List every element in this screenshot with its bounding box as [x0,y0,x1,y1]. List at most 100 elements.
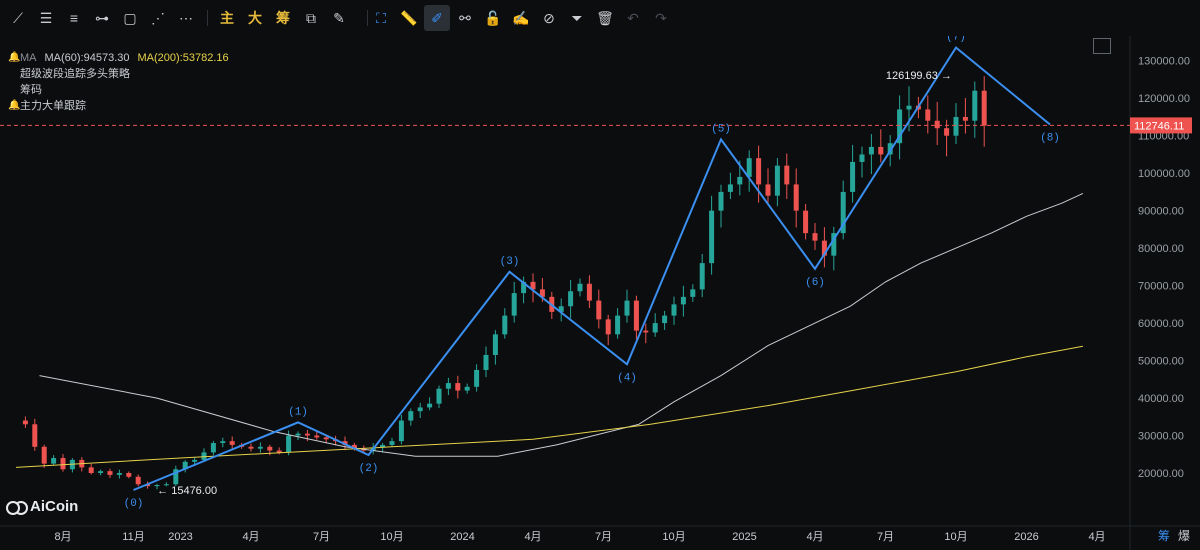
hide-icon[interactable]: ⊘ [543,9,555,26]
fullscreen-icon[interactable] [1093,38,1111,54]
candles [22,76,987,490]
toolbar: ⟋ ☰ ≡ ⊶ ▢ ⋰ ⋯ 主大筹 ⧉ ✎ ⛶ 📏 ✐ ⚯ 🔓 ✍ ⊘ ⏷ 🗑 ↶ ↷ [0,0,1200,36]
candle-body [784,165,790,185]
candle-body [934,120,940,129]
x-tick-label: 2026 [1014,531,1038,543]
candle-body [88,467,94,474]
candle-body [455,383,461,391]
link-icon[interactable]: ⚯ [459,9,471,26]
candle-body [803,210,809,234]
candle-body [51,458,57,464]
candle-body [163,484,169,486]
magnet-icon[interactable]: ⛶ [376,9,386,26]
candle-body [812,233,818,241]
candle-body [699,263,705,290]
redo-icon[interactable]: ↷ [655,9,667,26]
horizontal-lines-icon[interactable]: ☰ [39,9,53,26]
indicator-legend: 🔔 MA MA(60):94573.30 MA(200):53782.16 超级… [8,50,229,114]
rectangle-icon[interactable]: ▢ [123,9,137,26]
burst-footer-button[interactable]: 爆 [1178,529,1191,543]
lock-icon[interactable]: 🔓 [484,9,502,26]
y-tick-label: 70000.00 [1138,281,1184,293]
main-indicator-button[interactable]: 主 [220,10,234,26]
low-price-label: ← 15476.00 [157,485,217,497]
x-tick-label: 4月 [1088,531,1105,543]
x-tick-label: 7月 [595,531,612,543]
x-tick-label: 4月 [806,531,823,543]
candle-body [436,388,442,404]
candle-body [257,446,263,449]
candle-body [821,240,827,256]
undo-icon[interactable]: ↶ [627,9,639,26]
ma-label: MA [20,52,37,64]
y-tick-label: 50000.00 [1138,356,1184,368]
candle-body [887,143,893,155]
ma200-line [15,345,1083,468]
price-chart[interactable]: 20000.00 30000.00 40000.00 50000.00 60000.00… [0,36,1200,550]
bell-icon[interactable]: 🔔 [8,100,21,111]
wave-label: (2) [359,463,379,475]
candle-body [746,158,752,177]
candle-body [192,459,198,462]
candle-body [483,354,489,370]
candle-body [774,165,780,196]
big-order-row[interactable]: 🔔 主力大单跟踪 [8,98,229,114]
big-order-button[interactable]: 大 [248,10,262,26]
candle-body [662,315,668,324]
candle-body [267,446,273,451]
ma-legend-row: 🔔 MA MA(60):94573.30 MA(200):53782.16 [8,50,229,66]
candle-body [944,128,950,136]
chips-footer-button[interactable]: 筹 [1158,529,1171,543]
x-tick-label: 10月 [662,531,685,543]
candle-body [671,304,677,316]
chips-button[interactable]: 筹 [276,10,290,26]
wave-label: (4) [617,372,637,384]
candle-body [154,485,160,487]
candle-body [878,146,884,155]
copy-drawing-icon[interactable]: ⧉ [306,9,316,26]
chips-label: 筹码 [20,84,42,96]
candle-body [615,315,621,335]
pen-icon[interactable]: ✐ [424,5,450,31]
candle-body [474,369,480,387]
candle-body [314,435,320,438]
high-price-label: 126199.63 → [886,70,952,82]
y-tick-label: 40000.00 [1138,393,1184,405]
x-tick-label: 7月 [877,531,894,543]
big-order-label: 主力大单跟踪 [20,100,86,112]
candle-body [464,386,470,391]
aicoin-logo-icon [6,500,28,515]
current-price-label: 112746.11 [1134,120,1184,132]
candle-body [690,289,696,297]
filter-icon[interactable]: ⏷ [571,9,583,26]
alert-edit-icon[interactable]: ✍ [512,9,530,26]
brush-icon[interactable]: ✎ [333,9,345,26]
ma60-line [39,192,1084,457]
wave-label: (1) [288,406,308,418]
candle-body [906,105,912,110]
more-icon[interactable]: ⋯ [179,9,193,26]
candle-body [633,300,639,331]
candle-body [624,300,630,316]
chips-row[interactable]: 筹码 [8,82,229,98]
wave-line[interactable] [133,46,1051,491]
candle-body [389,441,395,445]
bell-icon[interactable]: 🔔 [8,52,21,63]
parallel-lines-icon[interactable]: ≡ [69,10,79,26]
candle-body [323,437,329,440]
candle-body [793,184,799,211]
fib-icon[interactable]: ⋰ [151,9,165,26]
candle-body [173,469,179,485]
strategy-label: 超级波段追踪多头策略 [20,68,130,80]
candle-body [539,289,545,297]
x-tick-label: 4月 [524,531,541,543]
trend-line-icon[interactable]: ⟋ [13,9,23,26]
strategy-row[interactable]: 超级波段追踪多头策略 [8,66,229,82]
logo-text: AiCoin [30,498,79,515]
candle-body [972,90,978,121]
candle-body [276,450,282,453]
ruler-icon[interactable]: 📏 [400,9,418,26]
wave-label: (3) [500,256,520,268]
horizontal-ray-icon[interactable]: ⊶ [95,9,109,26]
trash-icon[interactable]: 🗑 [596,9,614,26]
